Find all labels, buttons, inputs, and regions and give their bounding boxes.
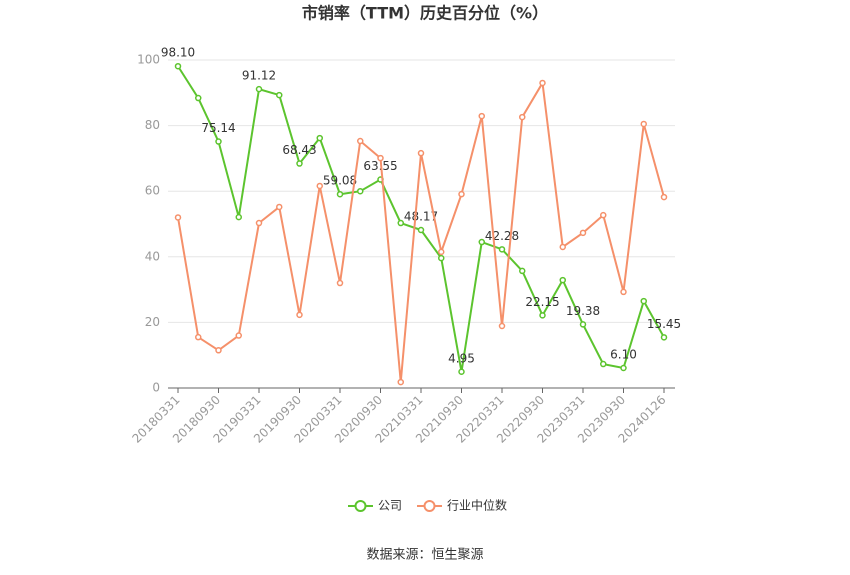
data-label: 68.43 [282, 143, 316, 157]
point [498, 246, 506, 253]
point [620, 288, 627, 296]
data-label: 91.12 [242, 69, 276, 83]
point [377, 154, 384, 162]
data-label: 22.15 [525, 295, 559, 309]
point [640, 297, 647, 305]
point [640, 120, 647, 128]
point [438, 248, 445, 256]
y-tick-label: 80 [145, 118, 160, 132]
point [498, 322, 506, 330]
point [519, 113, 526, 121]
point [296, 160, 303, 167]
point [276, 91, 283, 99]
y-tick-label: 20 [145, 315, 160, 329]
point [357, 137, 364, 145]
data-label: 19.38 [566, 304, 600, 318]
point [316, 134, 323, 142]
point [336, 190, 344, 198]
point [559, 243, 566, 251]
data-label: 4.95 [448, 351, 475, 365]
y-tick-label: 100 [137, 53, 160, 67]
point [195, 94, 202, 102]
y-tick-label: 0 [152, 381, 160, 395]
chart-title: 市销率（TTM）历史百分位（%） [302, 4, 548, 23]
point [276, 203, 283, 211]
point [579, 321, 587, 328]
point [539, 79, 546, 87]
data-label: 6.10 [610, 347, 637, 361]
point [620, 364, 627, 372]
legend-marker [354, 500, 367, 512]
point [215, 138, 222, 145]
point [215, 347, 222, 354]
point [195, 333, 202, 341]
point [174, 214, 182, 221]
point [336, 279, 344, 287]
point [397, 219, 404, 227]
data-label: 75.14 [201, 121, 235, 135]
point [559, 276, 566, 284]
point [417, 226, 425, 234]
legend-label: 行业中位数 [447, 498, 507, 513]
data-label: 15.45 [647, 317, 681, 331]
data-label: 59.08 [323, 174, 357, 188]
point [458, 368, 465, 376]
data-label: 98.10 [161, 46, 195, 60]
source: 数据来源：恒生聚源 [366, 548, 483, 563]
point [458, 190, 465, 198]
y-tick-label: 40 [145, 249, 160, 263]
point [478, 238, 485, 246]
point [235, 213, 242, 221]
point [539, 312, 546, 319]
point [438, 254, 445, 262]
y-tick-label: 60 [145, 184, 160, 198]
data-label: 48.17 [404, 210, 438, 224]
point [660, 334, 668, 341]
point [296, 311, 303, 319]
point [174, 62, 182, 70]
point [255, 85, 263, 93]
point [235, 332, 242, 339]
data-label: 42.28 [485, 229, 519, 243]
legend-label: 公司 [378, 499, 402, 513]
point [255, 219, 263, 227]
point [600, 211, 607, 219]
point [357, 187, 364, 195]
point [417, 149, 425, 157]
point [478, 112, 485, 120]
point [316, 182, 323, 190]
point [519, 267, 526, 275]
point [660, 193, 668, 201]
point [397, 378, 404, 386]
point [600, 360, 607, 368]
legend-marker [423, 500, 436, 512]
point [579, 229, 587, 237]
